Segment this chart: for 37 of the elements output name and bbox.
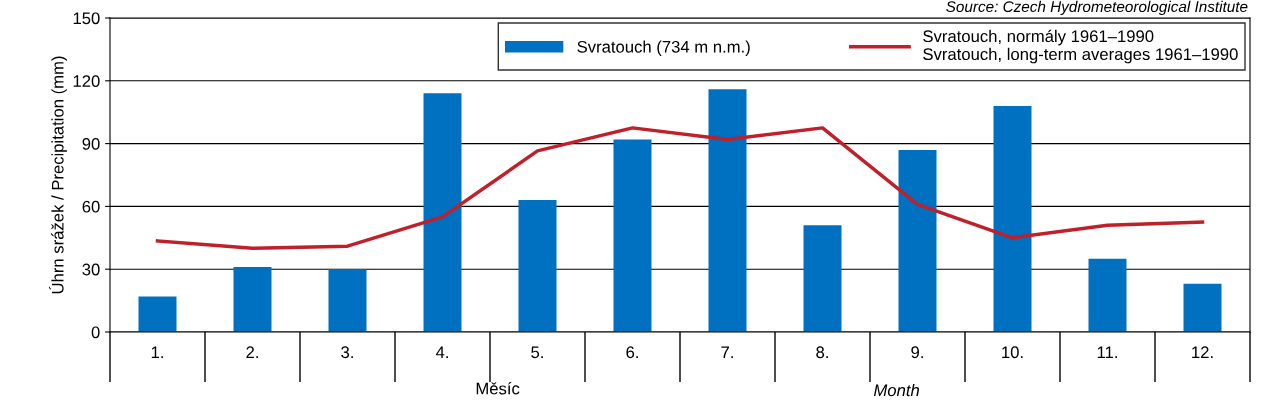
text: Month (873, 383, 919, 397)
x-tick-label: 10. (1002, 346, 1023, 359)
x-axis-title: Měsíc (476, 382, 520, 395)
legend-label: Svratouch (734 m n.m.) (577, 40, 750, 56)
y-tick-label: 120 (73, 75, 100, 87)
x-tick-label: 5. (531, 346, 543, 359)
x-tick-label: 7. (721, 346, 733, 358)
x-tick-label: 2. (246, 346, 258, 358)
bar (423, 93, 462, 332)
bar (803, 225, 842, 332)
x-tick-label: 12. (1192, 346, 1213, 358)
x-tick-label: 11. (1097, 346, 1117, 358)
line-series (155, 126, 1205, 251)
bar (518, 200, 557, 332)
y-tick-label: 150 (73, 12, 100, 25)
y-tick-label: 0 (91, 326, 100, 339)
y-tick-label: 90 (82, 138, 100, 150)
y-tick-label: 30 (82, 263, 100, 276)
bar (613, 139, 652, 332)
legend-label: Svratouch, normály 1961–1990 Svratouch, long-term averages 1961–1990 (923, 29, 1238, 64)
x-tick-label: 3. (341, 346, 353, 359)
bar (233, 267, 272, 332)
source-note: Source: Czech Hydrometeorological Institute (946, 0, 1248, 16)
x-tick-label: 6. (626, 346, 638, 359)
bar (1088, 258, 1127, 332)
bar (328, 269, 367, 332)
bar (1183, 283, 1222, 332)
bar (708, 89, 747, 332)
x-tick-label: 4. (435, 346, 448, 358)
bar (898, 149, 937, 332)
x-tick-label: 9. (911, 346, 923, 359)
bar (138, 296, 177, 332)
y-tick-label: 60 (82, 200, 100, 213)
bar (993, 105, 1032, 332)
x-tick-label: 8. (816, 346, 828, 359)
x-tick-label: 1. (151, 346, 163, 358)
y-axis-title: Úhrn srážek / Precipitation (mm) (49, 56, 67, 294)
